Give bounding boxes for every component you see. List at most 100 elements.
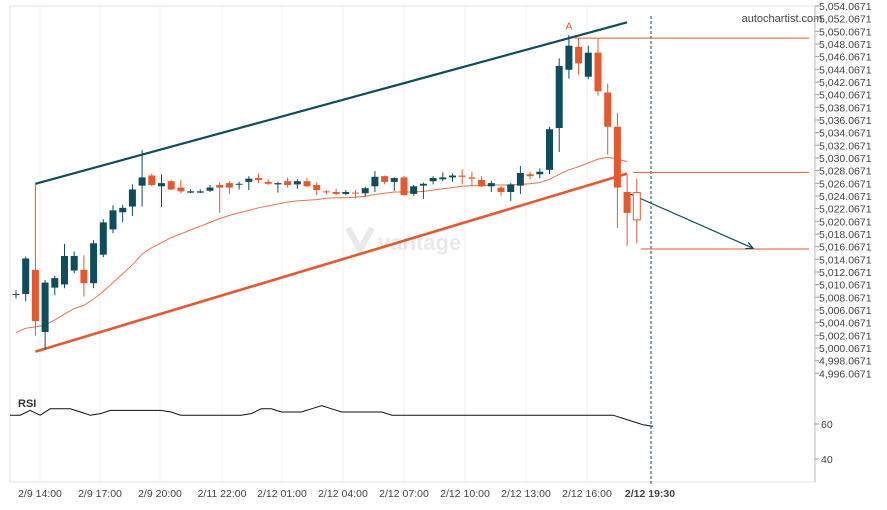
- forecast-arrowhead-icon: [745, 241, 755, 250]
- candle-body: [410, 186, 418, 194]
- current-time-label: 2/12 19:30: [625, 488, 675, 500]
- candle-body: [332, 191, 340, 194]
- candle-body: [177, 187, 185, 192]
- candle-body: [99, 222, 107, 255]
- candles: [12, 34, 641, 350]
- time-tick-label: 2/12 13:00: [501, 488, 551, 500]
- upper-channel-line: [35, 21, 628, 185]
- candle-body: [293, 181, 301, 185]
- brand-watermark: vantage: [345, 226, 461, 257]
- candle: [216, 182, 224, 213]
- candle: [478, 176, 486, 187]
- price-tick-label: 4,998.0671: [819, 356, 872, 368]
- candle: [293, 179, 301, 189]
- candle-body: [119, 207, 127, 213]
- candle: [400, 176, 408, 196]
- candle: [245, 176, 253, 191]
- price-tick-label: 4,996.0671: [819, 368, 872, 380]
- time-tick-label: 2/9 17:00: [78, 488, 122, 500]
- candle-body: [216, 185, 224, 188]
- ema-line: [15, 156, 628, 334]
- peak-marker-label: A: [566, 21, 573, 32]
- forecast-arrow-line: [626, 192, 754, 249]
- candle: [371, 171, 379, 192]
- candle-body: [507, 184, 515, 192]
- price-tick-label: 5,030.0671: [819, 153, 872, 165]
- candle-body: [61, 255, 68, 285]
- candle-forming: [632, 178, 641, 244]
- price-tick-label: 5,036.0671: [819, 115, 872, 127]
- candle-body: [31, 269, 39, 322]
- candle-body: [546, 129, 553, 170]
- candle-body: [478, 179, 486, 187]
- candle: [12, 290, 20, 299]
- candle: [255, 173, 262, 184]
- pattern-lines: A: [35, 21, 809, 353]
- candle: [419, 182, 427, 199]
- candle: [119, 204, 127, 223]
- rsi-panel: RSI 60 40: [10, 398, 833, 466]
- candle-body: [303, 181, 311, 187]
- price-tick-label: 5,010.0671: [819, 280, 872, 292]
- price-tick-label: 5,004.0671: [819, 318, 872, 330]
- price-tick-label: 5,018.0671: [819, 229, 872, 241]
- candle: [555, 58, 563, 153]
- candle-body: [429, 178, 437, 182]
- candle-body: [158, 183, 165, 187]
- candle: [575, 38, 583, 75]
- candle-body: [12, 293, 20, 295]
- price-tick-label: 5,014.0671: [819, 254, 872, 266]
- candle: [51, 275, 59, 296]
- price-tick-label: 5,054.0671: [819, 1, 872, 13]
- candle-body: [128, 189, 136, 207]
- price-tick-label: 5,044.0671: [819, 64, 872, 76]
- candle: [196, 189, 204, 194]
- candle-body: [497, 187, 505, 192]
- candle-body: [196, 191, 204, 193]
- time-tick-label: 2/9 14:00: [18, 488, 62, 500]
- candle: [235, 181, 243, 190]
- site-watermark: autochartist.com: [742, 13, 823, 25]
- candle: [22, 256, 30, 301]
- price-tick-label: 5,040.0671: [819, 90, 872, 102]
- price-tick-label: 5,002.0671: [819, 330, 872, 342]
- time-tick-label: 2/12 16:00: [562, 488, 612, 500]
- candle-body: [381, 176, 389, 182]
- candle: [516, 166, 524, 194]
- candle-body: [245, 178, 253, 182]
- candle: [458, 169, 466, 185]
- candle: [565, 34, 573, 79]
- candle: [536, 168, 544, 179]
- candle: [313, 182, 321, 196]
- brand-label: vantage: [378, 230, 461, 255]
- price-tick-label: 5,052.0671: [819, 14, 872, 26]
- price-axis: 5,054.06715,052.06715,050.06715,048.0671…: [814, 1, 872, 482]
- candle-body: [487, 183, 495, 187]
- candle: [613, 112, 621, 229]
- candle-body: [167, 181, 175, 190]
- rsi-tick-label: 60: [821, 419, 833, 431]
- candle: [352, 190, 359, 199]
- candle: [604, 83, 612, 155]
- candle: [381, 175, 389, 185]
- candle-body: [322, 191, 330, 193]
- time-tick-label: 2/12 07:00: [379, 488, 429, 500]
- candle: [187, 189, 195, 194]
- candle: [468, 171, 476, 186]
- candle: [429, 176, 437, 185]
- candle: [284, 177, 292, 188]
- candle-body: [632, 192, 641, 221]
- rsi-label: RSI: [18, 398, 36, 410]
- candle: [390, 177, 398, 191]
- candle-body: [109, 210, 117, 230]
- candle-body: [342, 191, 350, 194]
- candle: [206, 185, 214, 192]
- candle-body: [313, 185, 321, 191]
- candle: [332, 188, 340, 196]
- candle: [449, 173, 456, 182]
- candle: [99, 219, 107, 258]
- time-tick-label: 2/9 20:00: [138, 488, 182, 500]
- time-axis: 2/9 14:00 2/9 17:00 2/9 20:00 2/11 22:00 2/1…: [18, 488, 675, 500]
